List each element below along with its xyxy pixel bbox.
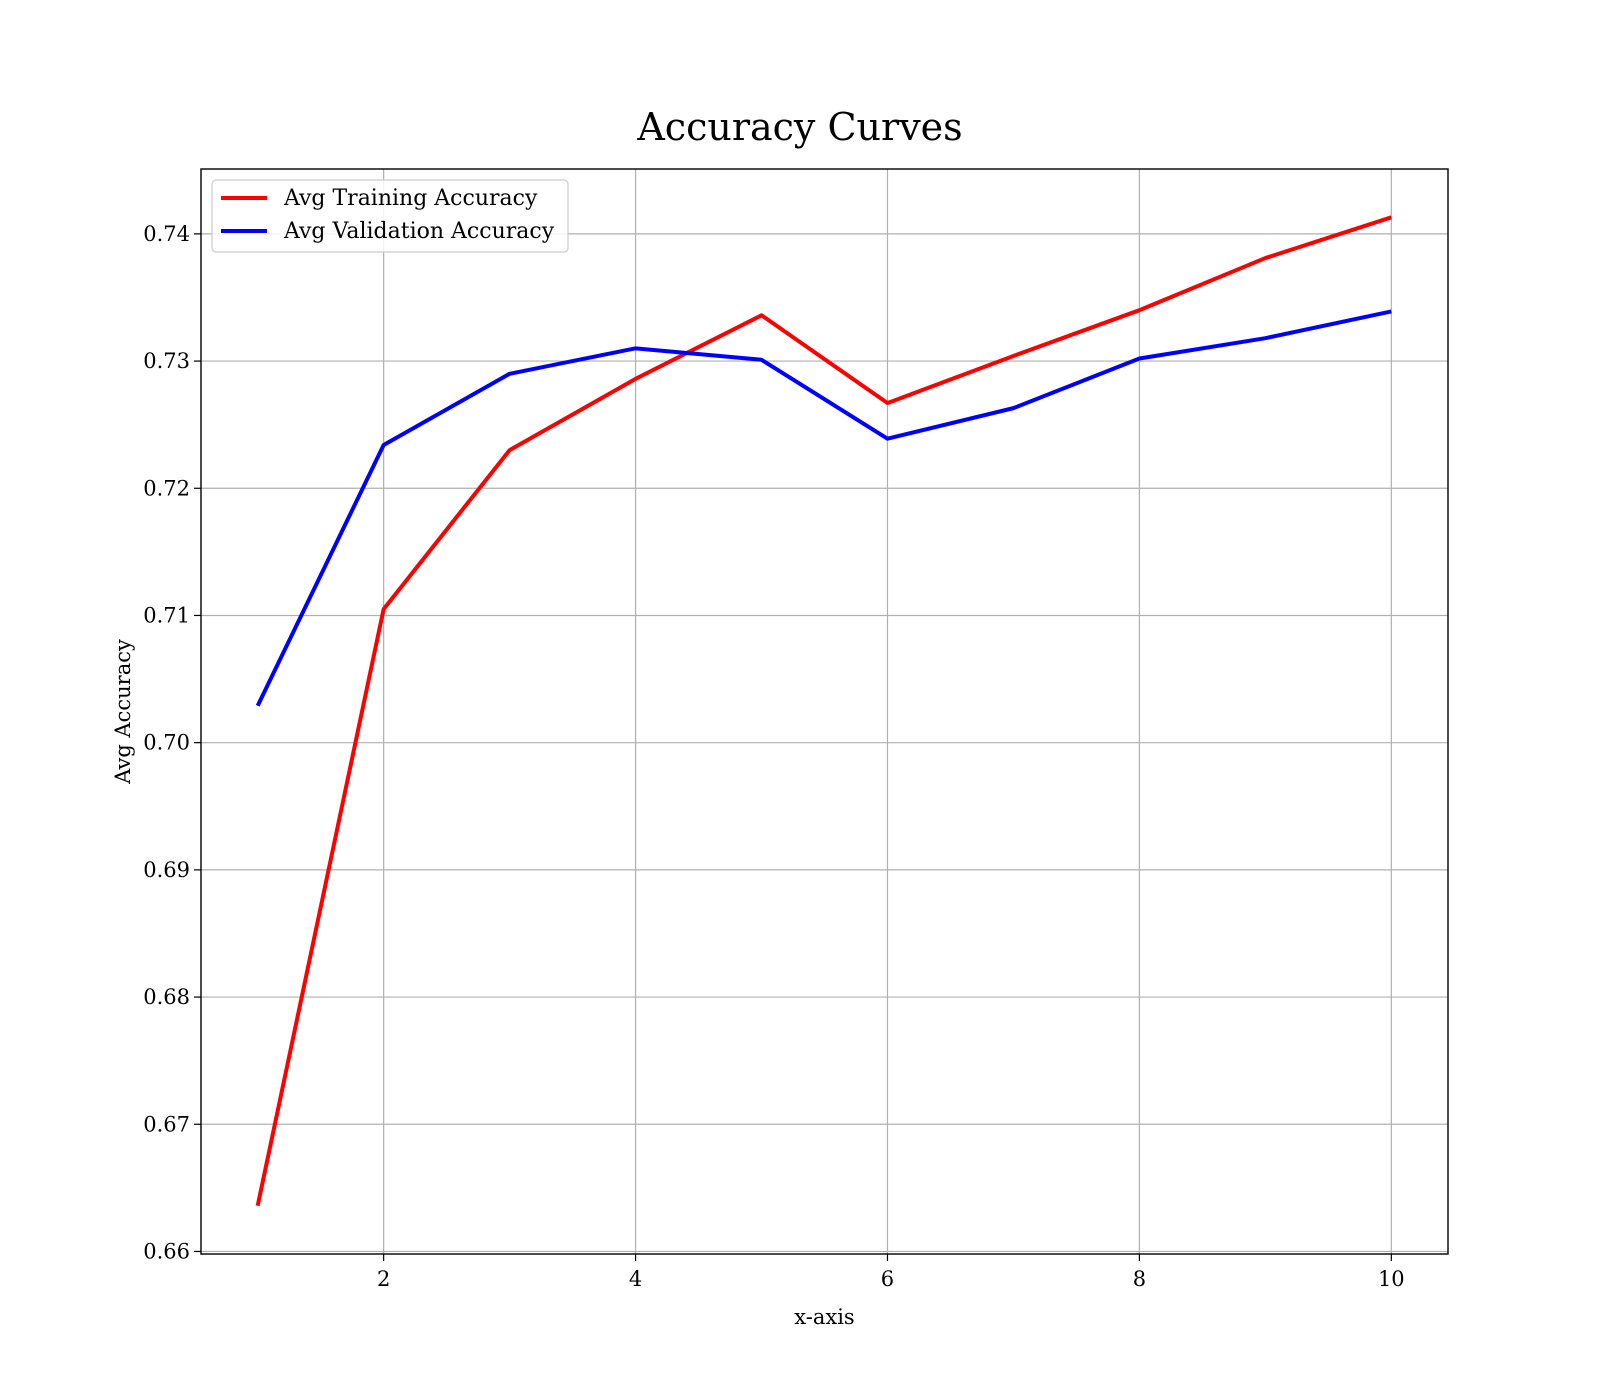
series-line-training <box>255 215 1392 1207</box>
chart-title: Accuracy Curves <box>636 105 962 149</box>
y-tick-label: 0.74 <box>143 222 190 246</box>
x-tick-label: 10 <box>1378 1267 1405 1291</box>
x-tick-label: 4 <box>629 1267 642 1291</box>
plot-area-frame <box>200 168 1449 1255</box>
y-tick-label: 0.72 <box>143 476 190 500</box>
x-tick-label: 8 <box>1133 1267 1146 1291</box>
x-axis-label: x-axis <box>794 1305 854 1329</box>
y-tick-label: 0.67 <box>143 1112 190 1136</box>
grid <box>201 169 1448 1254</box>
series-lines <box>255 215 1392 1207</box>
axis-ticks: 2 4 6 8 10 0.66 0.67 0.68 0.69 0.70 0.71 0.72 0.73 0.… <box>143 222 1404 1291</box>
legend: Avg Training Accuracy Avg Validation Accu… <box>211 179 569 253</box>
y-tick-label: 0.70 <box>143 731 190 755</box>
y-tick-label: 0.73 <box>143 349 190 373</box>
y-tick-label: 0.71 <box>143 603 190 627</box>
y-tick-label: 0.66 <box>143 1239 190 1263</box>
legend-label-validation: Avg Validation Accuracy <box>283 219 555 244</box>
x-tick-label: 6 <box>881 1267 894 1291</box>
series-line-validation <box>255 309 1392 707</box>
legend-label-training: Avg Training Accuracy <box>283 186 538 211</box>
y-tick-label: 0.68 <box>143 985 190 1009</box>
y-axis-label: Avg Accuracy <box>111 639 135 785</box>
y-tick-label: 0.69 <box>143 858 190 882</box>
legend-box <box>211 179 569 253</box>
x-tick-label: 2 <box>377 1267 390 1291</box>
